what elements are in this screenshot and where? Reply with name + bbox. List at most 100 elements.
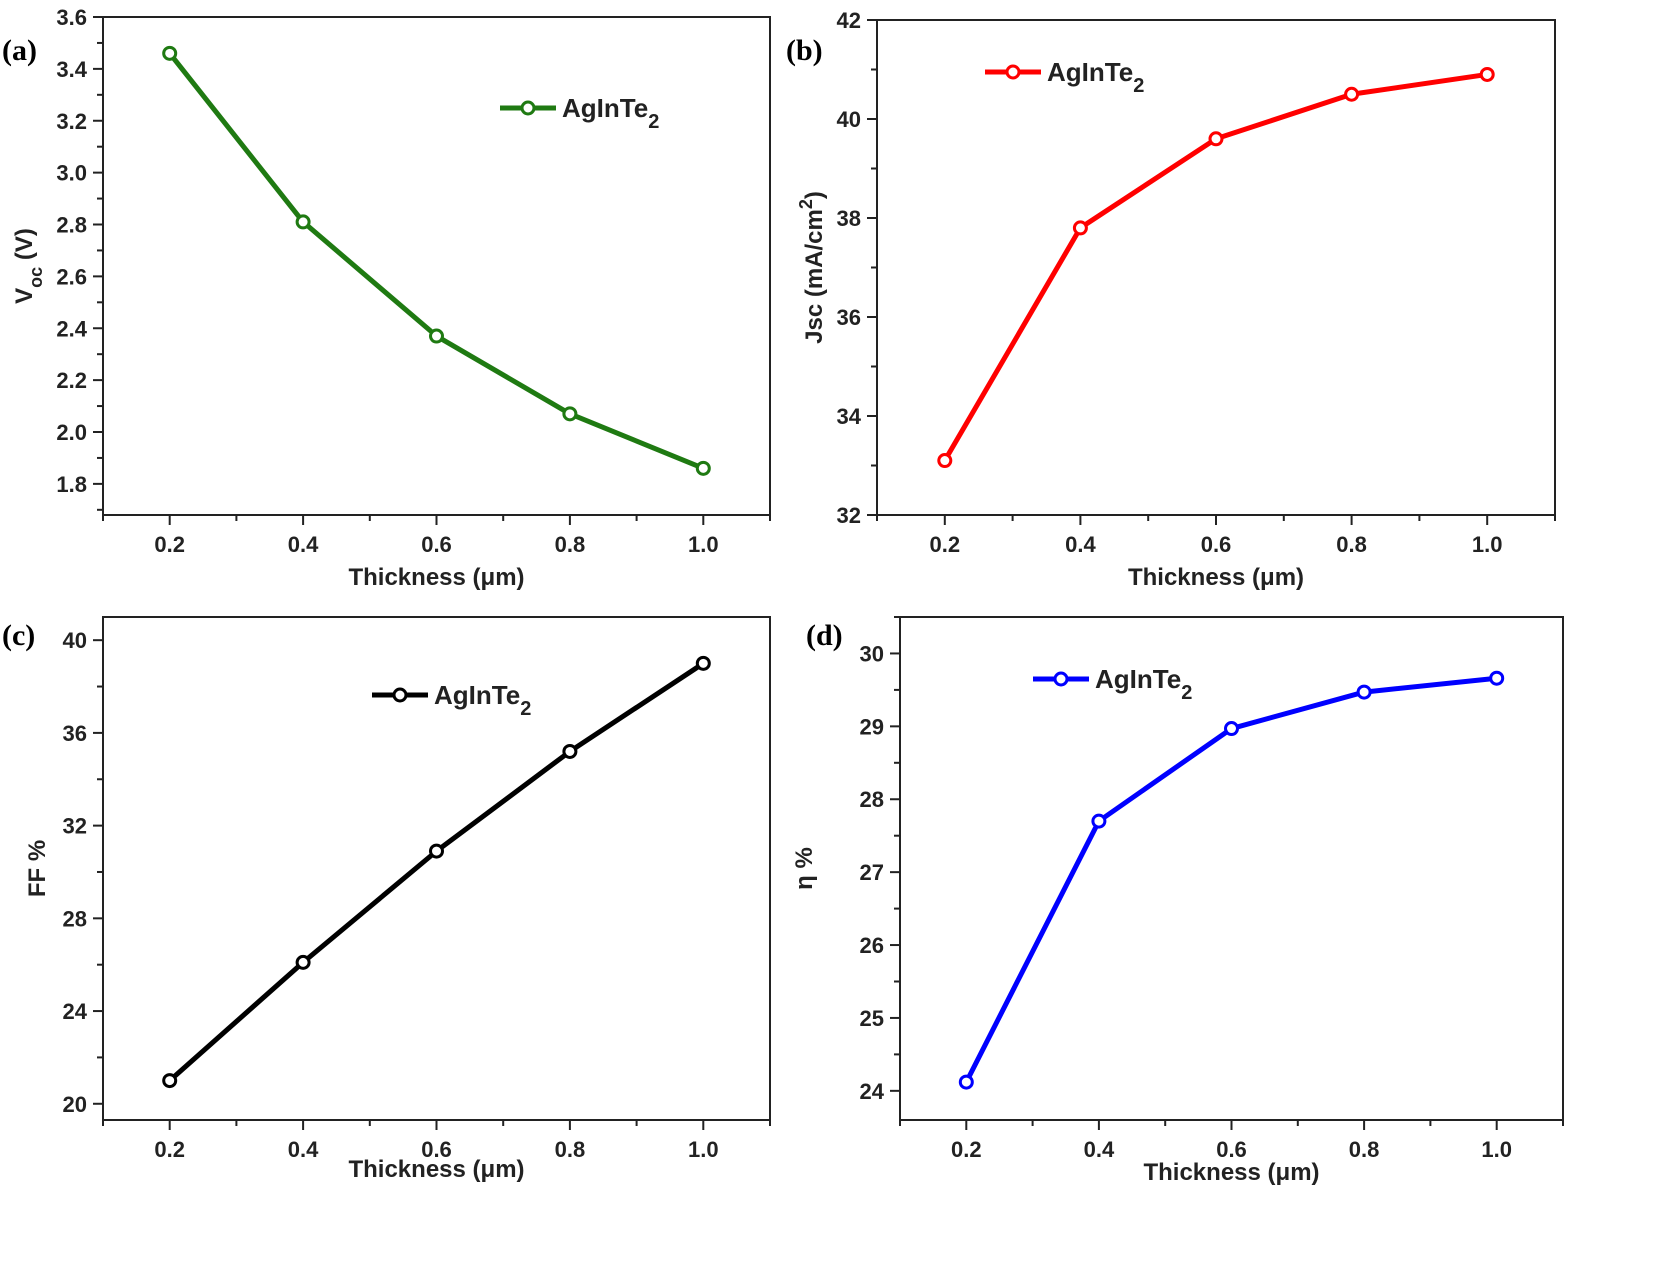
data-point (295, 214, 311, 230)
data-point (1479, 66, 1495, 82)
x-tick-label: 0.4 (1084, 1137, 1115, 1162)
y-axis-label: FF % (24, 840, 51, 897)
y-tick-label: 26 (860, 933, 884, 958)
y-tick-label: 32 (63, 814, 87, 839)
legend: AgInTe2 (1033, 664, 1192, 704)
data-point (162, 1073, 178, 1089)
x-tick-label: 1.0 (688, 532, 719, 557)
data-point (562, 406, 578, 422)
y-tick-label: 2.4 (56, 316, 87, 341)
x-tick-label: 0.2 (930, 532, 961, 557)
y-tick-label: 1.8 (56, 472, 87, 497)
x-tick-label: 0.6 (1201, 532, 1232, 557)
x-tick-label: 0.4 (288, 532, 319, 557)
legend-label: AgInTe2 (1047, 57, 1144, 97)
y-tick-label: 42 (837, 8, 861, 33)
chart-panel-1: 0.2 0.4 0.6 0.8 1.0 1.8 2.0 2.2 2.4 2.6 2.8 3.0 3.2 3… (2, 5, 771, 591)
x-tick-label: 0.4 (1065, 532, 1096, 557)
y-tick-label: 34 (837, 404, 862, 429)
y-tick-label: 3.2 (56, 109, 87, 134)
data-point (1072, 220, 1088, 236)
data-point (1356, 684, 1372, 700)
panel-label: (c) (2, 619, 35, 652)
y-tick-label: 28 (63, 906, 87, 931)
y-axis-label: η % (791, 847, 818, 890)
data-point (162, 45, 178, 61)
y-tick-label: 40 (837, 107, 861, 132)
y-tick-label: 28 (860, 787, 884, 812)
y-tick-label: 30 (860, 641, 884, 666)
y-axis-label: Jsc (mA/cm2) (796, 191, 828, 344)
data-point (958, 1074, 974, 1090)
x-tick-label: 0.6 (421, 532, 452, 557)
x-tick-label: 1.0 (1481, 1137, 1512, 1162)
data-point (1344, 86, 1360, 102)
x-tick-label: 0.6 (1216, 1137, 1247, 1162)
y-tick-label: 3.0 (56, 161, 87, 186)
y-tick-label: 25 (860, 1006, 884, 1031)
y-tick-label: 24 (860, 1079, 885, 1104)
data-point (1489, 670, 1505, 686)
y-tick-label: 3.6 (56, 5, 87, 30)
y-tick-label: 24 (63, 999, 88, 1024)
legend: AgInTe2 (372, 680, 531, 720)
x-tick-label: 0.6 (421, 1137, 452, 1162)
legend-marker (1005, 64, 1021, 80)
x-tick-label: 0.8 (1336, 532, 1367, 557)
x-axis-label: Thickness (μm) (1128, 564, 1304, 591)
data-point (295, 954, 311, 970)
x-axis-label: Thickness (μm) (1143, 1159, 1319, 1186)
x-tick-label: 0.2 (154, 1137, 185, 1162)
chart-panel-3: 0.2 0.4 0.6 0.8 1.0 20 24 28 32 36 40 Thickness (μm… (2, 616, 771, 1183)
panel-label: (a) (2, 34, 37, 67)
legend: AgInTe2 (985, 57, 1144, 97)
x-tick-label: 0.2 (951, 1137, 982, 1162)
legend-label: AgInTe2 (434, 680, 531, 720)
legend-marker (520, 100, 536, 116)
x-tick-label: 0.8 (555, 532, 586, 557)
x-axis-label: Thickness (μm) (348, 1156, 524, 1183)
legend-label: AgInTe2 (562, 93, 659, 133)
legend-marker (392, 687, 408, 703)
series-line (964, 675, 1497, 1084)
y-tick-label: 27 (860, 860, 884, 885)
y-tick-label: 36 (837, 305, 861, 330)
x-tick-label: 1.0 (1472, 532, 1503, 557)
y-tick-label: 2.0 (56, 420, 87, 445)
legend-marker (1053, 671, 1069, 687)
x-tick-label: 0.2 (154, 532, 185, 557)
data-point (562, 743, 578, 759)
y-tick-label: 36 (63, 721, 87, 746)
data-point (937, 453, 953, 469)
data-point (1208, 131, 1224, 147)
y-axis-label: Voc (V) (11, 228, 46, 304)
y-tick-label: 20 (63, 1092, 87, 1117)
data-point (695, 460, 711, 476)
y-tick-label: 2.8 (56, 213, 87, 238)
x-tick-label: 0.8 (1349, 1137, 1380, 1162)
x-axis-label: Thickness (μm) (348, 564, 524, 591)
panel-label: (d) (806, 619, 843, 652)
x-tick-label: 0.8 (555, 1137, 586, 1162)
series-line (168, 661, 705, 1083)
x-tick-label: 0.4 (288, 1137, 319, 1162)
chart-panel-2: 0.2 0.4 0.6 0.8 1.0 32 34 36 38 40 42 Thickness (μm… (786, 8, 1556, 591)
legend-label: AgInTe2 (1095, 664, 1192, 704)
data-point (429, 843, 444, 859)
chart-panel-4: 0.2 0.4 0.6 0.8 1.0 24 25 26 27 28 29 30 Thickness (… (791, 616, 1564, 1186)
y-tick-label: 40 (63, 628, 87, 653)
data-point (695, 655, 711, 671)
legend: AgInTe2 (500, 93, 659, 133)
data-point (429, 328, 444, 344)
y-tick-label: 2.2 (56, 368, 87, 393)
x-tick-label: 1.0 (688, 1137, 719, 1162)
plot-frame (876, 19, 1556, 516)
y-tick-label: 38 (837, 206, 861, 231)
data-point (1091, 813, 1107, 829)
y-tick-label: 2.6 (56, 264, 87, 289)
y-tick-label: 3.4 (56, 57, 87, 82)
data-point (1224, 721, 1239, 737)
y-tick-label: 32 (837, 503, 861, 528)
panel-label: (b) (786, 34, 823, 67)
